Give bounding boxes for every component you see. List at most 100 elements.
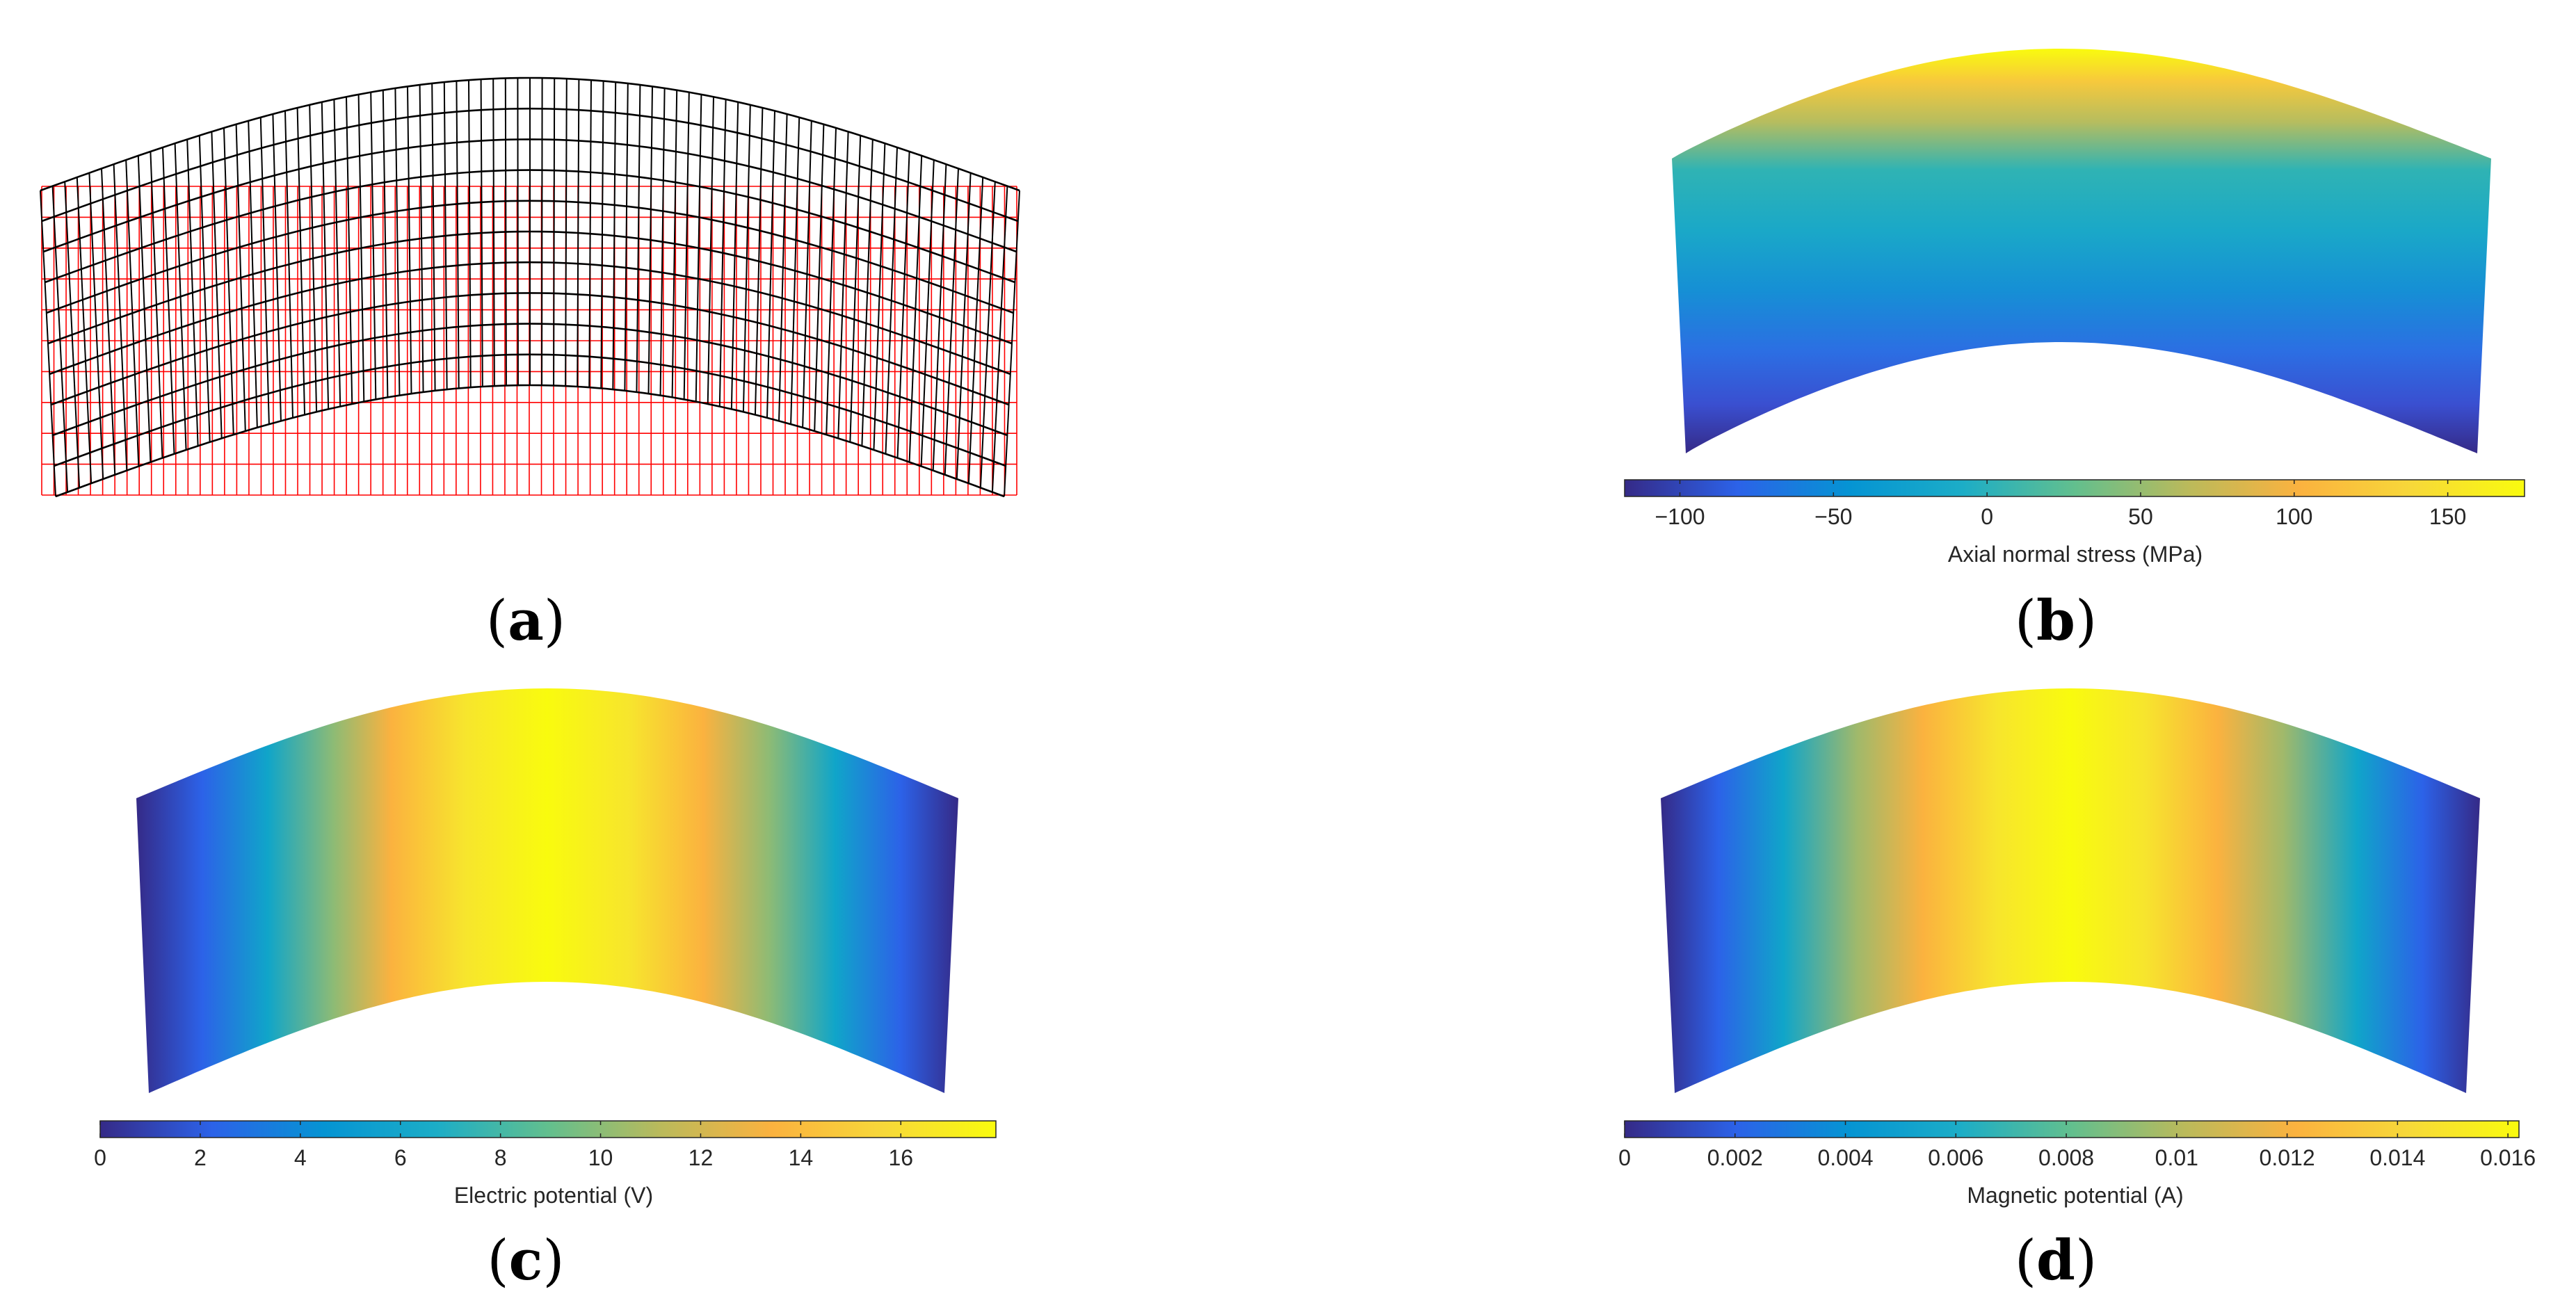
deformed-grid-line: [565, 79, 567, 387]
panel-label-c: (c): [487, 1227, 564, 1293]
deformed-grid-line: [849, 135, 862, 442]
colorbar-tick-label: 0: [1618, 1145, 1631, 1170]
deformed-grid-line: [979, 181, 996, 488]
deformed-grid-line: [920, 159, 935, 467]
colorbar-tick-label: 0.002: [1707, 1145, 1763, 1170]
deformed-grid-line: [137, 155, 152, 462]
deformed-grid-line: [419, 85, 424, 392]
deformed-grid-line: [766, 111, 775, 418]
colorbar-tick-label: 14: [789, 1145, 814, 1170]
panel-label-d: (d): [2015, 1227, 2097, 1293]
deformed-grid-line: [76, 177, 92, 484]
deformed-grid-line: [647, 86, 653, 394]
deformed-grid-line: [101, 168, 116, 475]
deformed-grid-line: [468, 80, 472, 388]
deformed-grid-line: [186, 139, 199, 446]
deformed-grid-line: [456, 81, 460, 389]
stress-contour: [1672, 49, 2491, 453]
deformed-grid-line: [873, 143, 886, 451]
deformed-grid-line: [932, 164, 947, 471]
deformed-grid-line: [671, 90, 678, 398]
colorbar-d: 0 0.002 0.004 0.006 0.008 0.01 0.012 0.014 0.016: [1618, 1120, 2536, 1170]
deformed-grid-line: [150, 151, 163, 458]
deformed-grid-line: [612, 82, 617, 390]
colorbar-tick-label: 2: [194, 1145, 207, 1170]
deformed-grid-line: [814, 124, 825, 431]
deformed-grid-line: [296, 108, 306, 415]
colorbar-tick-label: 8: [494, 1145, 507, 1170]
colorbar-tick-label: 6: [394, 1145, 407, 1170]
deformed-grid-line: [885, 147, 898, 454]
deformed-mesh: [40, 76, 1020, 498]
colorbar-tick-label: 16: [888, 1145, 913, 1170]
colorbar-gradient: [1624, 1120, 2520, 1138]
deformed-grid-line: [742, 104, 751, 412]
panel-label-a: (a): [486, 588, 565, 653]
deformed-grid-line: [754, 108, 764, 415]
deformed-grid-line: [707, 97, 714, 404]
deformed-grid-line: [259, 117, 270, 425]
deformed-grid-line: [248, 120, 258, 428]
deformed-grid-line: [346, 97, 353, 404]
deformed-grid-line: [695, 94, 702, 402]
deformed-grid-line: [40, 190, 56, 497]
deformed-grid-line: [309, 104, 318, 412]
panel-b: −100 −50 0 50 100 150 Axial normal stress (MP…: [1624, 49, 2525, 653]
magnetic-potential-contour: [1661, 688, 2480, 1093]
colorbar-c: 0 2 4 6 8 10 12 14 16: [94, 1120, 997, 1170]
deformed-grid-line: [235, 124, 246, 431]
deformed-grid-line: [174, 143, 187, 451]
panel-c: 0 2 4 6 8 10 12 14 16 Electric potential (V) (c): [94, 688, 997, 1293]
deformed-grid-line: [333, 99, 341, 407]
deformed-grid-line: [492, 79, 495, 387]
deformed-grid-line: [357, 94, 365, 402]
panel-letter-b: b: [2036, 588, 2075, 653]
colorbar-label-d: Magnetic potential (A): [1967, 1183, 2183, 1208]
colorbar-gradient: [99, 1120, 997, 1138]
deformed-grid-line: [64, 181, 81, 488]
colorbar-tick-label: 50: [2128, 504, 2153, 529]
deformed-grid-line: [861, 139, 874, 446]
deformed-grid-line: [600, 81, 604, 389]
colorbar-tick-label: 4: [294, 1145, 307, 1170]
colorbar-tick-label: 0: [94, 1145, 106, 1170]
colorbar-tick-label: 0.014: [2369, 1145, 2425, 1170]
deformed-grid-line: [826, 127, 837, 435]
colorbar-b: −100 −50 0 50 100 150: [1624, 479, 2525, 529]
colorbar-tick-label: 150: [2429, 504, 2466, 529]
deformed-grid-line: [443, 82, 448, 390]
deformed-grid-line: [896, 151, 910, 458]
deformed-grid-line: [223, 127, 234, 435]
deformed-grid-line: [837, 131, 849, 439]
colorbar-tick-label: 12: [689, 1145, 714, 1170]
deformed-grid-line: [51, 186, 69, 492]
deformed-grid-line: [624, 83, 629, 391]
deformed-grid-line: [382, 90, 389, 398]
deformed-grid-line: [272, 114, 282, 421]
panel-a: (a): [40, 76, 1020, 653]
deformed-grid-line: [321, 102, 330, 410]
colorbar-tick-label: 0.008: [2038, 1145, 2094, 1170]
deformed-grid-line: [1004, 190, 1020, 497]
colorbar-tick-label: −100: [1655, 504, 1705, 529]
deformed-grid-line: [370, 92, 377, 400]
deformed-grid-line: [944, 168, 959, 475]
colorbar-tick-label: 0: [1981, 504, 1993, 529]
colorbar-tick-label: 0.016: [2480, 1145, 2536, 1170]
deformed-grid-line: [802, 120, 812, 428]
deformed-grid-line: [211, 131, 223, 439]
deformed-grid-line: [113, 164, 128, 471]
deformed-grid-line: [431, 83, 436, 391]
deformed-grid-line: [636, 85, 641, 392]
panel-d: 0 0.002 0.004 0.006 0.008 0.01 0.012 0.014 0.016…: [1618, 688, 2536, 1293]
deformed-grid-line: [407, 86, 412, 394]
deformed-grid-line: [517, 78, 519, 386]
colorbar-tick-label: 0.006: [1928, 1145, 1983, 1170]
deformed-grid-line: [588, 80, 592, 388]
deformed-grid-line: [718, 99, 727, 407]
colorbar-tick-label: −50: [1814, 504, 1852, 529]
deformed-grid-line: [88, 172, 104, 480]
deformed-grid-line: [778, 114, 788, 421]
deformed-grid-line: [790, 117, 800, 425]
